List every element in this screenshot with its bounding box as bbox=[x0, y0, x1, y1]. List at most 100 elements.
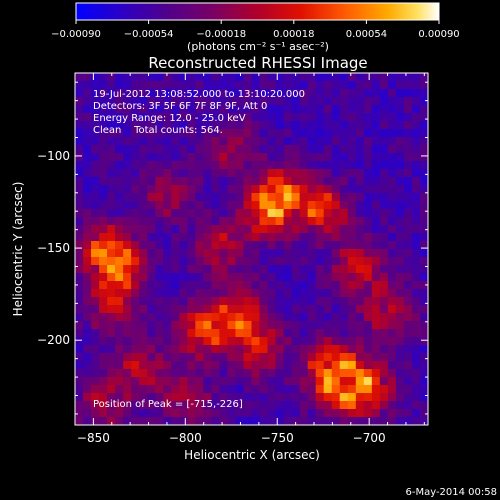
heatmap-cell bbox=[219, 305, 228, 314]
heatmap-cell bbox=[75, 257, 84, 266]
heatmap-cell bbox=[259, 145, 268, 154]
heatmap-cell bbox=[307, 97, 316, 106]
heatmap-cell bbox=[291, 297, 300, 306]
heatmap-cell bbox=[115, 409, 124, 418]
heatmap-cell bbox=[379, 137, 389, 146]
heatmap-cell bbox=[275, 201, 284, 210]
heatmap-cell bbox=[123, 361, 132, 370]
heatmap-cell bbox=[235, 121, 244, 130]
heatmap-cell bbox=[259, 337, 268, 346]
heatmap-cell bbox=[395, 145, 405, 154]
heatmap-cell bbox=[259, 217, 268, 226]
heatmap-cell bbox=[331, 401, 341, 410]
heatmap-cell bbox=[419, 73, 429, 82]
heatmap-cell bbox=[91, 217, 100, 226]
heatmap-cell bbox=[275, 385, 284, 394]
heatmap-cell bbox=[275, 361, 284, 370]
heatmap-cell bbox=[411, 273, 421, 282]
heatmap-cell bbox=[315, 97, 324, 106]
heatmap-cell bbox=[99, 273, 108, 282]
heatmap-cell bbox=[171, 249, 180, 258]
heatmap-cell bbox=[235, 409, 244, 418]
heatmap-cell bbox=[323, 249, 333, 258]
heatmap-cell bbox=[355, 409, 365, 418]
heatmap-cell bbox=[299, 177, 308, 186]
heatmap-cell bbox=[347, 377, 357, 386]
heatmap-cell bbox=[411, 265, 421, 274]
heatmap-cell bbox=[203, 209, 212, 218]
heatmap-cell bbox=[371, 193, 381, 202]
heatmap-cell bbox=[339, 345, 349, 354]
heatmap-cell bbox=[83, 105, 92, 114]
heatmap-cell bbox=[203, 185, 212, 194]
heatmap-cell bbox=[195, 393, 204, 402]
heatmap-cell bbox=[195, 89, 204, 98]
heatmap-cell bbox=[251, 233, 260, 242]
heatmap-cell bbox=[363, 273, 373, 282]
heatmap-cell bbox=[379, 353, 389, 362]
heatmap-cell bbox=[315, 297, 324, 306]
heatmap-cell bbox=[195, 225, 204, 234]
heatmap-cell bbox=[275, 337, 284, 346]
heatmap-cell bbox=[91, 177, 100, 186]
heatmap-cell bbox=[107, 177, 116, 186]
heatmap-cell bbox=[379, 313, 389, 322]
heatmap-cell bbox=[203, 145, 212, 154]
heatmap-cell bbox=[283, 97, 292, 106]
heatmap-cell bbox=[259, 385, 268, 394]
heatmap-cell bbox=[227, 73, 236, 82]
x-axis-ticks bbox=[74, 73, 425, 425]
heatmap-cell bbox=[187, 81, 196, 90]
heatmap-cell bbox=[155, 297, 164, 306]
heatmap-cell bbox=[355, 105, 365, 114]
heatmap-cell bbox=[75, 97, 84, 106]
heatmap-cell bbox=[187, 401, 196, 410]
heatmap-cell bbox=[275, 329, 284, 338]
heatmap-cell bbox=[203, 217, 212, 226]
heatmap-cell bbox=[179, 361, 188, 370]
heatmap-cell bbox=[179, 161, 188, 170]
heatmap-cell bbox=[315, 129, 324, 138]
heatmap-cell bbox=[323, 417, 333, 426]
heatmap-cell bbox=[371, 241, 381, 250]
heatmap-cell bbox=[339, 281, 349, 290]
heatmap-cell bbox=[379, 209, 389, 218]
heatmap-cell bbox=[387, 185, 397, 194]
heatmap-cell bbox=[259, 193, 268, 202]
heatmap-cell bbox=[91, 409, 100, 418]
heatmap-cell bbox=[371, 417, 381, 426]
heatmap-cell bbox=[355, 329, 365, 338]
heatmap-cell bbox=[299, 129, 308, 138]
heatmap-cell bbox=[91, 393, 100, 402]
heatmap-cell bbox=[187, 97, 196, 106]
heatmap-cell bbox=[363, 81, 373, 90]
heatmap-cell bbox=[307, 177, 316, 186]
heatmap-cell bbox=[131, 281, 140, 290]
heatmap-cell bbox=[411, 185, 421, 194]
heatmap-cell bbox=[163, 401, 172, 410]
heatmap-cell bbox=[347, 209, 357, 218]
heatmap-cell bbox=[203, 97, 212, 106]
heatmap-cell bbox=[307, 233, 316, 242]
heatmap-cell bbox=[243, 417, 252, 426]
heatmap-cell bbox=[139, 385, 148, 394]
heatmap-cell bbox=[291, 241, 300, 250]
heatmap-cell bbox=[219, 265, 228, 274]
heatmap-cell bbox=[75, 321, 84, 330]
heatmap-cell bbox=[251, 321, 260, 330]
heatmap-cell bbox=[243, 209, 252, 218]
heatmap-cell bbox=[267, 73, 276, 82]
heatmap-cell bbox=[259, 369, 268, 378]
heatmap-cell bbox=[267, 321, 276, 330]
heatmap-cell bbox=[187, 161, 196, 170]
heatmap-cell bbox=[91, 161, 100, 170]
heatmap-cell bbox=[171, 329, 180, 338]
heatmap-cell bbox=[331, 185, 341, 194]
heatmap-cell bbox=[75, 249, 84, 258]
heatmap-cell bbox=[147, 81, 156, 90]
heatmap-cell bbox=[291, 185, 300, 194]
heatmap-cell bbox=[403, 185, 413, 194]
heatmap-cell bbox=[203, 137, 212, 146]
heatmap-cell bbox=[99, 81, 108, 90]
heatmap-cell bbox=[307, 329, 316, 338]
